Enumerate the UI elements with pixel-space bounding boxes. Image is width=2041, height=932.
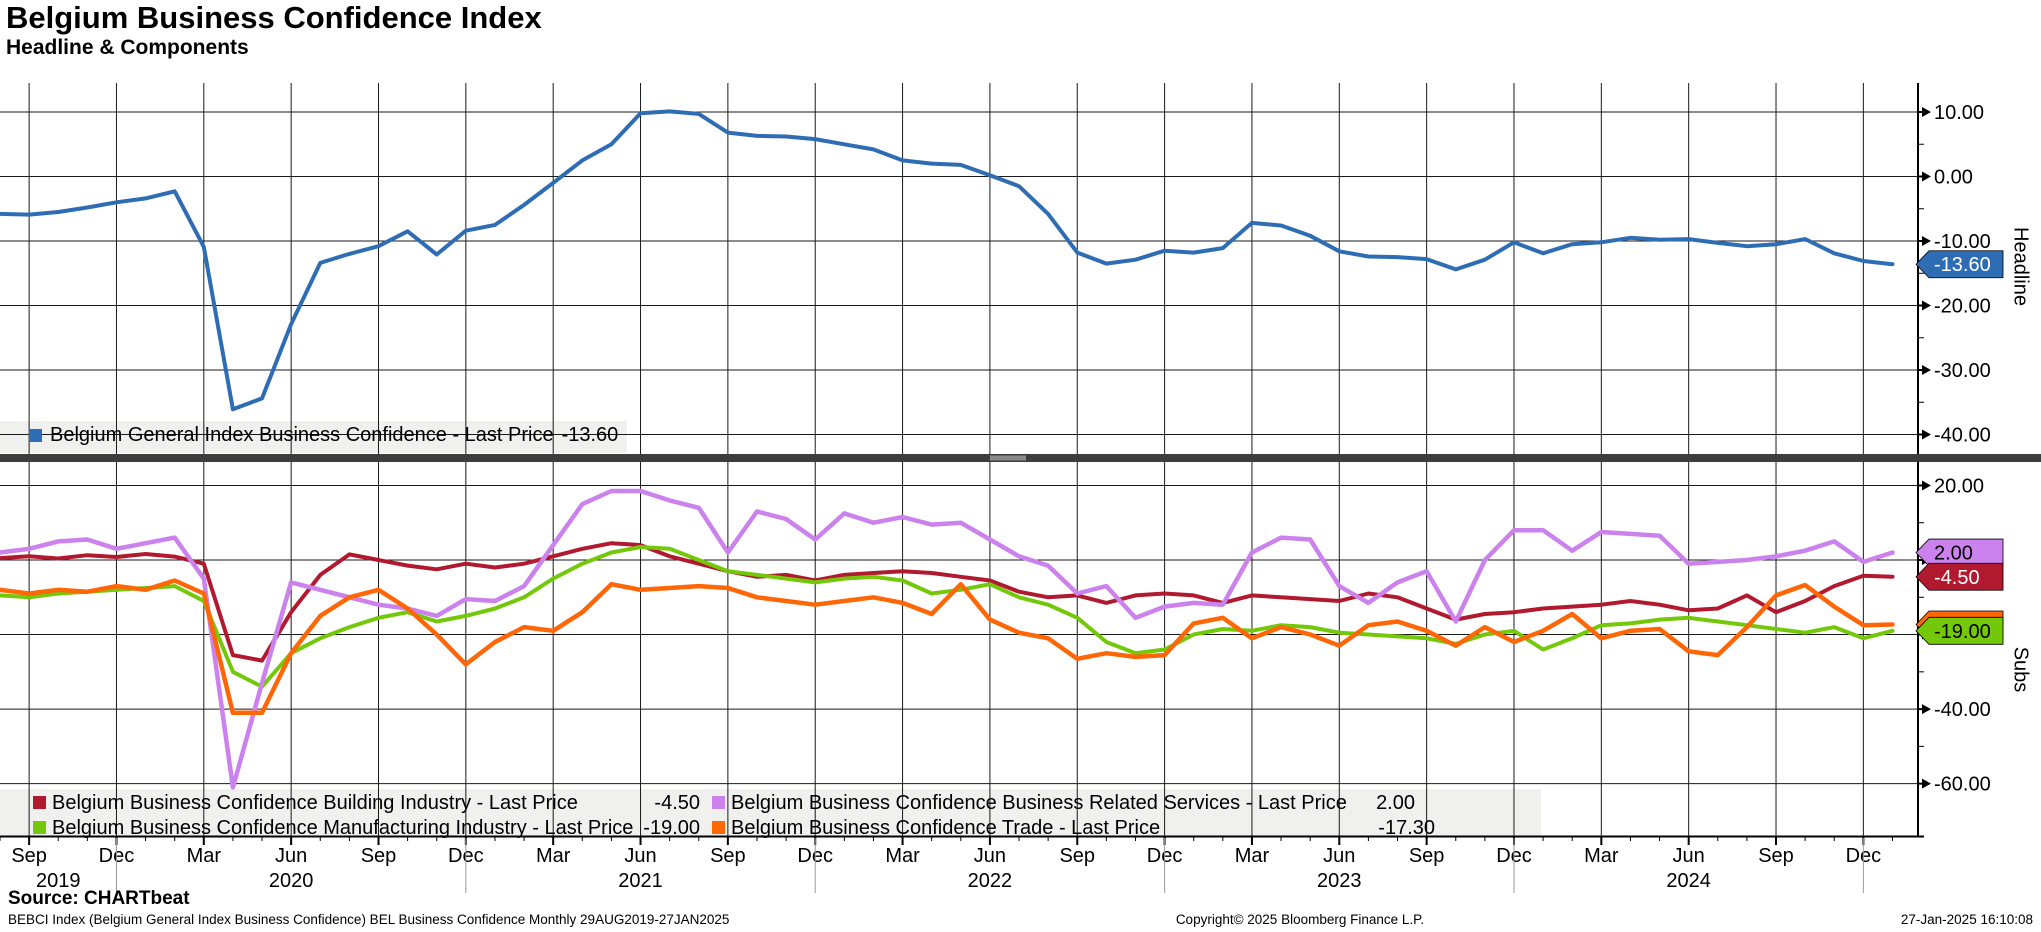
security-description: BEBCI Index (Belgium General Index Busin… xyxy=(8,912,730,927)
x-month-label: Sep xyxy=(1758,845,1794,867)
y-tick-arrow-icon xyxy=(1922,171,1931,182)
page-subtitle: Headline & Components xyxy=(6,36,249,59)
x-month-label: Jun xyxy=(1673,845,1705,867)
legend-value-services: 2.00 xyxy=(1376,792,1415,814)
legend-item-services[interactable]: Belgium Business Confidence Business Rel… xyxy=(731,792,1347,814)
y-tick-label: 20.00 xyxy=(1934,475,1984,497)
legend-swatch-manufacturing-icon xyxy=(33,821,46,834)
legend-value-building: -4.50 xyxy=(654,792,700,814)
x-year-label: 2021 xyxy=(618,870,663,892)
y-tick-arrow-icon xyxy=(1922,365,1931,375)
y-tick-arrow-icon xyxy=(1922,480,1931,491)
y-tick-arrow-icon xyxy=(1922,778,1931,789)
legend-swatch-headline-icon xyxy=(29,429,42,442)
legend-value-trade: -17.30 xyxy=(1378,817,1435,839)
y-tick-arrow-icon xyxy=(1922,429,1931,440)
series-line-building[interactable] xyxy=(0,541,1895,663)
timestamp: 27-Jan-2025 16:10:08 xyxy=(1900,912,2033,927)
legend-value-manufacturing: -19.00 xyxy=(643,817,700,839)
copyright-text: Copyright© 2025 Bloomberg Finance L.P. xyxy=(1175,912,1425,927)
x-month-label: Sep xyxy=(361,845,397,867)
series-line-trade[interactable] xyxy=(0,578,1895,716)
source-label: Source: CHARTbeat xyxy=(8,888,190,909)
x-year-label: 2019 xyxy=(36,870,81,892)
legend-label: Belgium General Index Business Confidenc… xyxy=(50,424,554,446)
legend-swatch-trade-icon xyxy=(712,821,725,834)
y-tick-label: 0.00 xyxy=(1934,167,1973,189)
y-tick-label: -40.00 xyxy=(1934,699,1991,721)
badge-services[interactable] xyxy=(1915,538,2004,567)
x-month-label: Sep xyxy=(1409,845,1445,867)
x-month-label: Jun xyxy=(624,845,656,867)
page-title: Belgium Business Confidence Index xyxy=(6,0,542,35)
badge-building[interactable] xyxy=(1915,562,2004,591)
badge-services-label: 2.00 xyxy=(1934,543,1973,565)
x-month-label: Mar xyxy=(1235,845,1270,867)
badge-headline[interactable] xyxy=(1915,250,2004,279)
y-tick-arrow-icon xyxy=(1922,236,1931,246)
badge-headline-label: -13.60 xyxy=(1934,254,1991,276)
y-tick-label: -10.00 xyxy=(1934,231,1991,253)
x-month-label: Jun xyxy=(974,845,1006,867)
legend-item-trade[interactable]: Belgium Business Confidence Trade - Last… xyxy=(731,817,1161,839)
legend-background-top xyxy=(0,421,627,453)
axis-title-headline: Headline xyxy=(2009,227,2032,306)
x-year-label: 2022 xyxy=(968,870,1013,892)
badge-manufacturing-label: -19.00 xyxy=(1934,621,1991,643)
x-month-label: Mar xyxy=(187,845,222,867)
x-month-label: Sep xyxy=(1059,845,1095,867)
badge-manufacturing[interactable] xyxy=(1915,616,2004,645)
x-month-label: Sep xyxy=(11,845,47,867)
x-year-label: 2023 xyxy=(1317,870,1362,892)
series-line-manufacturing[interactable] xyxy=(0,545,1895,689)
x-month-label: Jun xyxy=(275,845,307,867)
y-tick-label: -20.00 xyxy=(1934,296,1991,318)
x-year-label: 2024 xyxy=(1666,870,1711,892)
x-year-label: 2020 xyxy=(269,870,314,892)
legend-swatch-building-icon xyxy=(33,796,46,809)
series-line-headline[interactable] xyxy=(0,109,1895,412)
panel-splitter-handle-icon[interactable] xyxy=(990,455,1026,461)
y-tick-label: 10.00 xyxy=(1934,102,1984,124)
legend-item-manufacturing[interactable]: Belgium Business Confidence Manufacturin… xyxy=(52,817,634,839)
y-tick-label: -40.00 xyxy=(1934,425,1991,447)
legend-item-building[interactable]: Belgium Business Confidence Building Ind… xyxy=(52,792,578,814)
legend-item-headline[interactable]: Belgium General Index Business Confidenc… xyxy=(29,424,618,447)
series-line-services[interactable] xyxy=(0,488,1895,790)
legend-value: -13.60 xyxy=(561,424,619,446)
x-month-label: Sep xyxy=(710,845,746,867)
axis-title-subs: Subs xyxy=(2009,646,2032,693)
x-month-label: Mar xyxy=(1584,845,1619,867)
y-tick-arrow-icon xyxy=(1922,704,1931,715)
badge-building-label: -4.50 xyxy=(1934,567,1980,589)
y-tick-arrow-icon xyxy=(1922,300,1931,311)
x-month-label: Mar xyxy=(536,845,571,867)
y-tick-label: -30.00 xyxy=(1934,360,1991,382)
x-month-label: Mar xyxy=(885,845,920,867)
x-month-label: Jun xyxy=(1323,845,1355,867)
y-tick-arrow-icon xyxy=(1922,107,1931,117)
legend-background-bottom xyxy=(0,789,1541,837)
legend-swatch-services-icon xyxy=(712,796,725,809)
y-tick-label: -60.00 xyxy=(1934,774,1991,796)
